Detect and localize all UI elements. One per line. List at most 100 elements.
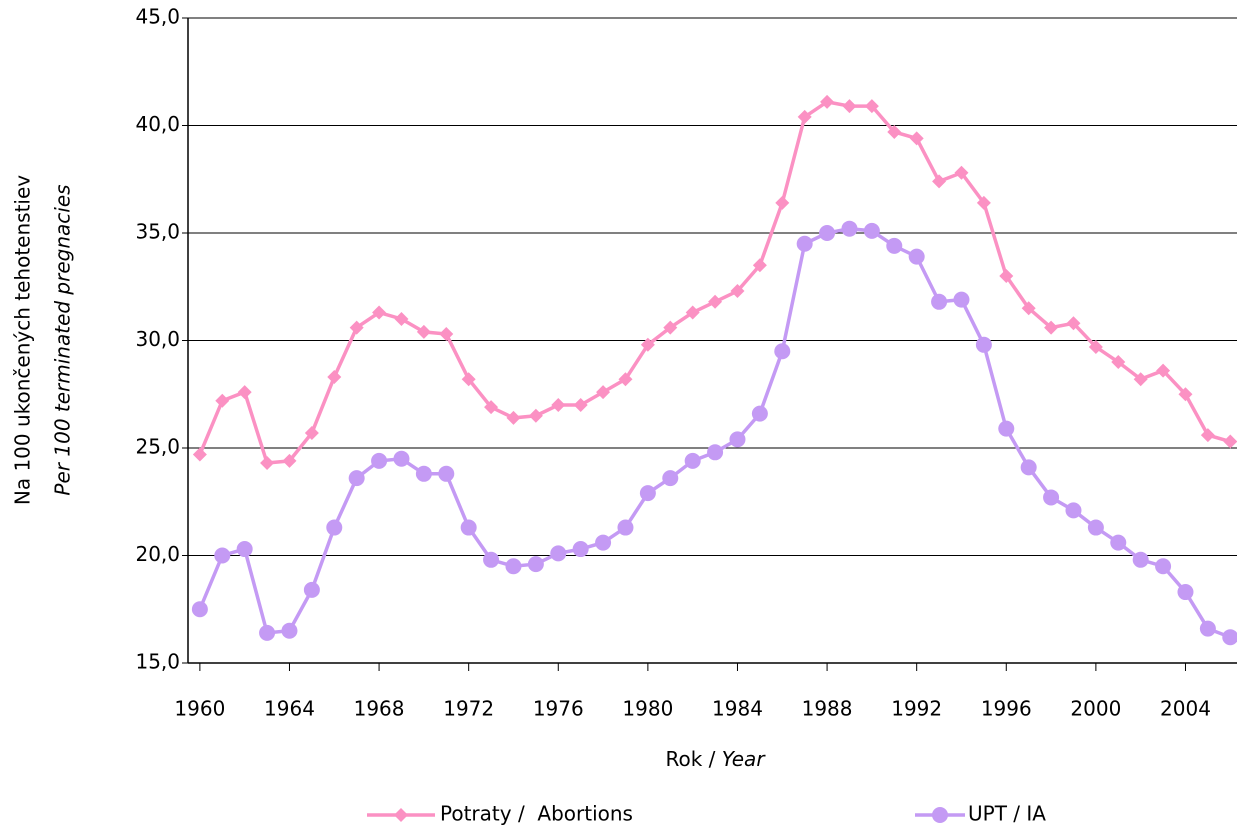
data-point — [527, 556, 544, 573]
data-point — [528, 408, 543, 423]
y-tick-label: 25,0 — [135, 435, 180, 459]
data-point — [416, 324, 431, 339]
data-point — [909, 131, 924, 146]
legend-label: UPT / IA — [968, 802, 1046, 826]
x-tick-label: 1964 — [264, 697, 315, 721]
y-tick-label: 15,0 — [135, 650, 180, 674]
data-point — [415, 465, 432, 482]
data-point — [304, 425, 319, 440]
data-point — [887, 124, 902, 139]
data-point — [708, 294, 723, 309]
data-point — [596, 385, 611, 400]
data-point — [439, 327, 454, 342]
data-point — [931, 293, 948, 310]
data-point — [461, 372, 476, 387]
y-tick-label: 40,0 — [135, 112, 180, 136]
data-point — [1087, 519, 1104, 536]
data-point — [729, 431, 746, 448]
series-line — [198, 226, 1231, 639]
data-point — [863, 222, 880, 239]
data-point — [214, 547, 231, 564]
data-point — [999, 269, 1014, 283]
data-point — [953, 291, 970, 308]
data-point — [236, 541, 253, 558]
data-point — [1199, 620, 1216, 637]
data-point — [393, 450, 410, 467]
y-axis-label: Na 100 ukončených tehotenstiev — [11, 175, 35, 505]
data-point — [550, 545, 567, 562]
data-point — [1223, 434, 1237, 449]
data-point — [775, 195, 790, 210]
data-point — [1156, 363, 1171, 378]
data-point — [1044, 320, 1059, 335]
data-point — [1178, 387, 1193, 402]
data-point — [1020, 459, 1037, 476]
x-tick-label: 1984 — [712, 697, 763, 721]
data-point — [774, 343, 791, 360]
x-tick-label: 1992 — [891, 697, 942, 721]
x-tick-label: 1968 — [354, 697, 405, 721]
data-point — [260, 456, 275, 471]
data-point — [1155, 558, 1172, 575]
y-tick-label: 30,0 — [135, 327, 180, 351]
data-point — [796, 235, 813, 252]
data-point — [820, 94, 835, 109]
x-tick-label: 2000 — [1070, 697, 1121, 721]
data-point — [707, 444, 724, 461]
data-point — [886, 237, 903, 254]
x-tick-label: 1996 — [981, 697, 1032, 721]
data-point — [573, 398, 588, 412]
x-tick-label: 1960 — [174, 697, 225, 721]
data-point — [1065, 502, 1082, 519]
data-point — [438, 465, 455, 482]
data-point — [483, 551, 500, 568]
y-tick-label: 35,0 — [135, 220, 180, 244]
data-point — [259, 624, 276, 641]
y-tick-label: 20,0 — [135, 542, 180, 566]
data-point — [797, 109, 812, 124]
data-point — [1222, 629, 1237, 646]
data-point — [372, 305, 387, 320]
x-axis-label-en: Year — [722, 747, 767, 771]
data-point — [1110, 534, 1127, 551]
data-point — [281, 622, 298, 639]
x-tick-label: 1976 — [533, 697, 584, 721]
data-point — [191, 601, 208, 618]
data-point — [751, 405, 768, 422]
legend-marker — [932, 807, 948, 823]
x-tick-label: 1972 — [443, 697, 494, 721]
data-point — [505, 558, 522, 575]
data-point — [1200, 428, 1215, 443]
data-point — [394, 312, 409, 326]
data-point — [506, 410, 521, 425]
data-point — [484, 400, 499, 415]
data-point — [595, 534, 612, 551]
data-point — [841, 220, 858, 237]
data-point — [326, 519, 343, 536]
data-point — [327, 370, 342, 385]
data-point — [685, 305, 700, 320]
data-point — [640, 337, 655, 352]
data-point — [1088, 339, 1103, 354]
data-point — [348, 470, 365, 487]
data-point — [662, 470, 679, 487]
data-point — [1021, 301, 1036, 316]
series-line — [198, 99, 1231, 465]
x-axis-label: Rok / Year — [665, 747, 766, 771]
data-point — [639, 485, 656, 502]
data-point — [572, 541, 589, 558]
data-point — [618, 372, 633, 387]
data-point — [1111, 355, 1126, 369]
data-point — [237, 385, 252, 400]
data-point — [864, 99, 879, 114]
data-point — [976, 195, 991, 210]
data-point — [684, 452, 701, 469]
x-tick-label: 1988 — [802, 697, 853, 721]
x-axis-label-sk: Rok / — [665, 747, 715, 771]
legend-marker — [394, 808, 408, 822]
data-point — [730, 284, 745, 299]
data-point — [975, 336, 992, 353]
data-point — [282, 453, 297, 468]
data-point — [303, 581, 320, 598]
